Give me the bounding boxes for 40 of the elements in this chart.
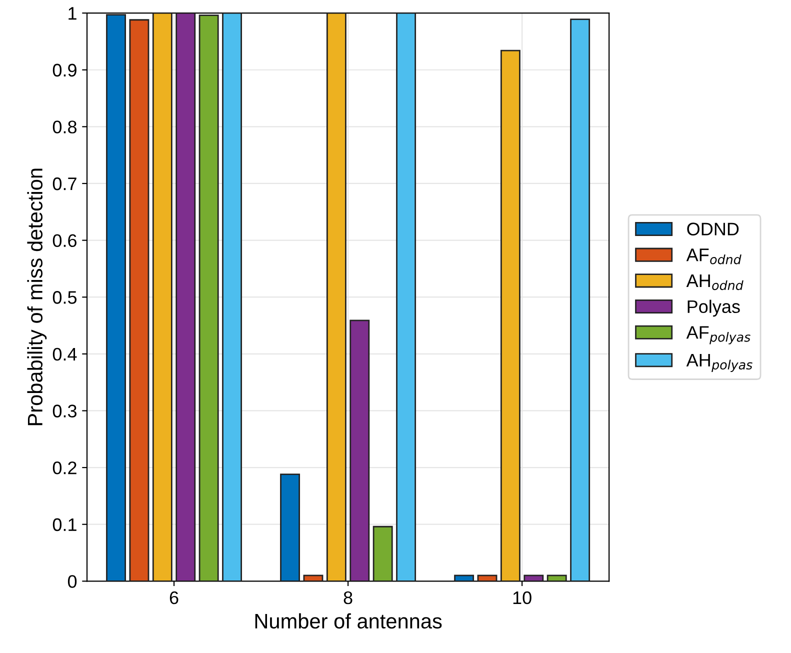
legend-label: AF$_{odnd}$ bbox=[686, 248, 742, 264]
y-tick-label: 0.8 bbox=[52, 120, 77, 134]
legend-label: AH$_{odnd}$ bbox=[686, 274, 744, 290]
y-axis-title: Probability of miss detection bbox=[27, 168, 47, 426]
bar bbox=[570, 18, 590, 582]
x-tick-label: 6 bbox=[170, 591, 178, 604]
y-tick-label: 0.5 bbox=[52, 291, 77, 304]
x-axis-title: Number of antennas bbox=[255, 613, 442, 629]
bar bbox=[303, 574, 324, 582]
bar bbox=[546, 574, 567, 582]
bar bbox=[454, 574, 474, 582]
bar bbox=[500, 50, 520, 582]
bar bbox=[152, 13, 172, 582]
x-tick-label: 8 bbox=[344, 591, 352, 604]
bar bbox=[524, 574, 544, 582]
legend-label: Polyas bbox=[688, 300, 740, 317]
bar bbox=[176, 13, 196, 582]
bar bbox=[129, 19, 150, 582]
bar bbox=[222, 13, 242, 582]
y-tick-label: 0.4 bbox=[52, 348, 77, 361]
bar bbox=[198, 14, 219, 582]
y-tick-label: 0.3 bbox=[52, 404, 76, 418]
legend-label: AF$_{polyas}$ bbox=[686, 326, 750, 344]
bar bbox=[106, 14, 126, 582]
bar bbox=[477, 574, 498, 582]
bar bbox=[326, 13, 346, 582]
bar bbox=[372, 526, 393, 582]
y-tick-label: 0.1 bbox=[52, 518, 76, 532]
bar bbox=[396, 13, 416, 582]
legend-label: AH$_{polyas}$ bbox=[686, 354, 752, 372]
y-tick-label: 0.6 bbox=[52, 234, 76, 248]
legend-label: ODND bbox=[687, 222, 739, 236]
y-tick-label: 0.9 bbox=[52, 64, 76, 77]
x-tick-label: 10 bbox=[513, 591, 532, 604]
bar bbox=[280, 474, 300, 582]
y-tick-label: 0 bbox=[68, 575, 77, 588]
y-tick-label: 1 bbox=[68, 7, 76, 20]
y-tick-label: 0.7 bbox=[52, 177, 76, 190]
bar bbox=[350, 320, 370, 582]
y-tick-label: 0.2 bbox=[52, 461, 76, 474]
